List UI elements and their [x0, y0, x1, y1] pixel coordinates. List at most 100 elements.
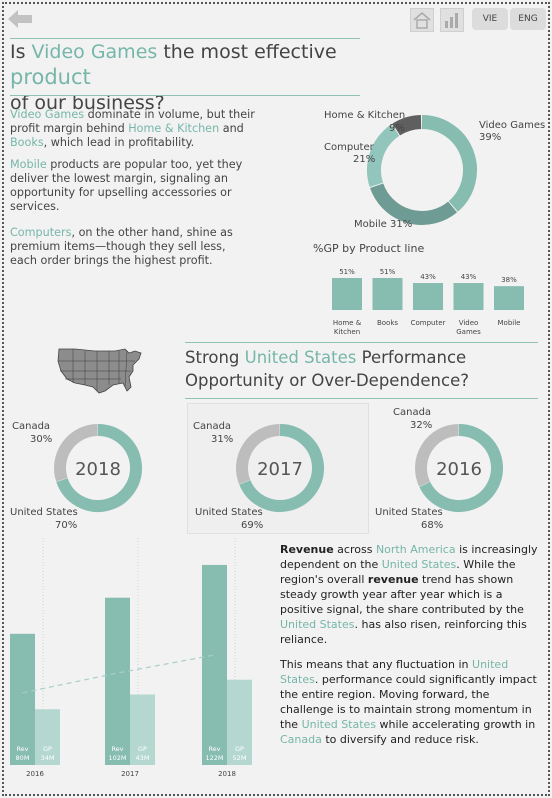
bar-series-label: GP	[235, 745, 244, 753]
product-share-donut-chart	[367, 115, 477, 225]
home-button[interactable]	[410, 8, 434, 32]
lang-eng-button[interactable]: ENG	[510, 8, 546, 30]
donut-center-year: 2017	[257, 459, 303, 480]
bar-value-label: 80M	[16, 754, 30, 762]
us-map-icon	[57, 348, 142, 394]
title-highlight: product	[10, 65, 91, 89]
bar-series-label: Rev	[111, 745, 123, 753]
title-text: the most effective	[157, 41, 337, 63]
label-us-2016: United States	[375, 507, 443, 518]
gp-bar[interactable]	[332, 278, 362, 310]
title-divider-top	[10, 38, 360, 39]
pct-canada-2018: 30%	[30, 434, 53, 445]
donut-slice-united-states[interactable]	[56, 424, 142, 512]
donut-slice-canada[interactable]	[415, 424, 460, 487]
region-narrative: Revenue across North America is increasi…	[280, 542, 542, 757]
bar-value-label: 122M	[205, 754, 223, 762]
section-title-region: Strong United States Performance Opportu…	[185, 348, 469, 390]
gp-bar[interactable]	[372, 278, 403, 310]
bar-value-label: 43M	[136, 754, 150, 762]
title2-divider-bottom	[185, 398, 538, 399]
lang-vie-button[interactable]: VIE	[472, 8, 508, 30]
donut-chart-2018: 2018	[54, 424, 142, 512]
intro-paragraph-1: Video Games dominate in volume, but thei…	[10, 108, 255, 149]
slice-label-mobile: Mobile 31%	[354, 219, 413, 230]
bar-value-label: 52M	[233, 754, 247, 762]
rev-bar[interactable]	[10, 633, 35, 765]
label-us-2017: United States	[195, 507, 263, 518]
slice-label-video-games: Video Games	[479, 120, 546, 131]
gp-bar[interactable]	[35, 709, 60, 765]
pct-canada-2017: 31%	[211, 434, 234, 445]
donut-slice-canada[interactable]	[54, 424, 99, 482]
donut-slice-united-states[interactable]	[239, 424, 324, 512]
gp-by-product-bar-chart: 51% Home &Kitchen 51% Books 43% Computer 43% Vi…	[332, 268, 524, 336]
donut-chart-2016: 2016	[415, 424, 503, 512]
chart-button[interactable]	[440, 8, 464, 32]
title-divider-bottom	[10, 95, 360, 96]
gp-bar-category-label: Home &	[333, 319, 362, 327]
gp-bar[interactable]	[413, 283, 443, 310]
slice-pct-video-games: 39%	[479, 132, 502, 143]
rev-bar[interactable]	[105, 597, 130, 765]
gp-bar-category-label: Computer	[411, 319, 446, 327]
slice-label-computer: Computer	[324, 142, 374, 153]
donut-slice-home-kitchen[interactable]	[392, 115, 422, 136]
donut-slice-video-games[interactable]	[421, 115, 477, 212]
rev-bar[interactable]	[202, 564, 227, 765]
gp-bar-category-label: Games	[456, 328, 481, 336]
gp-bar-value-label: 51%	[380, 268, 396, 276]
gp-bar-category-label: Video	[459, 319, 479, 327]
gp-bar[interactable]	[494, 286, 524, 310]
bar-series-label: GP	[43, 745, 52, 753]
donut-slice-computer[interactable]	[367, 124, 400, 187]
donut-slice-united-states[interactable]	[419, 424, 503, 512]
year-axis-label: 2016	[26, 770, 44, 778]
narrative-paragraph-2: This means that any fluctuation in Unite…	[280, 658, 537, 746]
gp-bar-value-label: 43%	[461, 273, 477, 281]
home-icon	[413, 12, 431, 29]
narrative-paragraph-1: Revenue across North America is increasi…	[280, 543, 538, 646]
section-title-products: Is Video Games the most effective produc…	[10, 40, 360, 116]
gp-bar-value-label: 43%	[420, 273, 436, 281]
pct-canada-2016: 32%	[410, 420, 433, 431]
label-us-2018: United States	[10, 507, 78, 518]
top-bar: VIE ENG	[0, 0, 552, 34]
donut-slice-mobile[interactable]	[370, 183, 458, 225]
gp-bar-value-label: 38%	[501, 276, 517, 284]
title-text: of our business?	[10, 92, 165, 114]
pct-us-2018: 70%	[55, 520, 78, 531]
gp-bar-category-label: Kitchen	[334, 328, 360, 336]
gp-bar-value-label: 51%	[339, 268, 355, 276]
intro-paragraph-2: Mobile products are popular too, yet the…	[10, 158, 243, 213]
gp-bar-category-label: Mobile	[498, 319, 521, 327]
donut-center-year: 2016	[436, 459, 482, 480]
donut-slice-canada[interactable]	[236, 424, 280, 485]
intro-paragraph-3: Computers, on the other hand, shine as p…	[10, 226, 233, 267]
gp-chart-title: %GP by Product line	[313, 242, 425, 255]
chart-icon	[445, 13, 458, 28]
back-arrow-icon[interactable]	[8, 9, 32, 29]
slice-label-home-kitchen: Home & Kitchen	[324, 110, 406, 121]
trend-line	[22, 654, 215, 694]
label-canada-2018: Canada	[12, 421, 51, 432]
gp-bar[interactable]	[227, 679, 252, 765]
label-canada-2016: Canada	[393, 407, 432, 418]
bar-series-label: Rev	[208, 745, 220, 753]
gp-bar[interactable]	[453, 283, 484, 310]
title-text: Is	[10, 41, 32, 63]
pct-us-2017: 69%	[241, 520, 264, 531]
slice-pct-computer: 21%	[353, 154, 376, 165]
title2-divider-top	[185, 342, 538, 343]
title-highlight: Video Games	[31, 41, 158, 63]
slice-pct-home-kitchen: 9%	[389, 123, 405, 134]
bar-series-label: Rev	[16, 745, 28, 753]
gp-bar[interactable]	[130, 694, 155, 765]
bar-series-label: GP	[138, 745, 147, 753]
donut-center-year: 2018	[75, 459, 121, 480]
pct-us-2016: 68%	[421, 520, 444, 531]
label-canada-2017: Canada	[193, 421, 232, 432]
year-axis-label: 2017	[121, 770, 139, 778]
donut-chart-2017: 2017	[236, 424, 324, 512]
